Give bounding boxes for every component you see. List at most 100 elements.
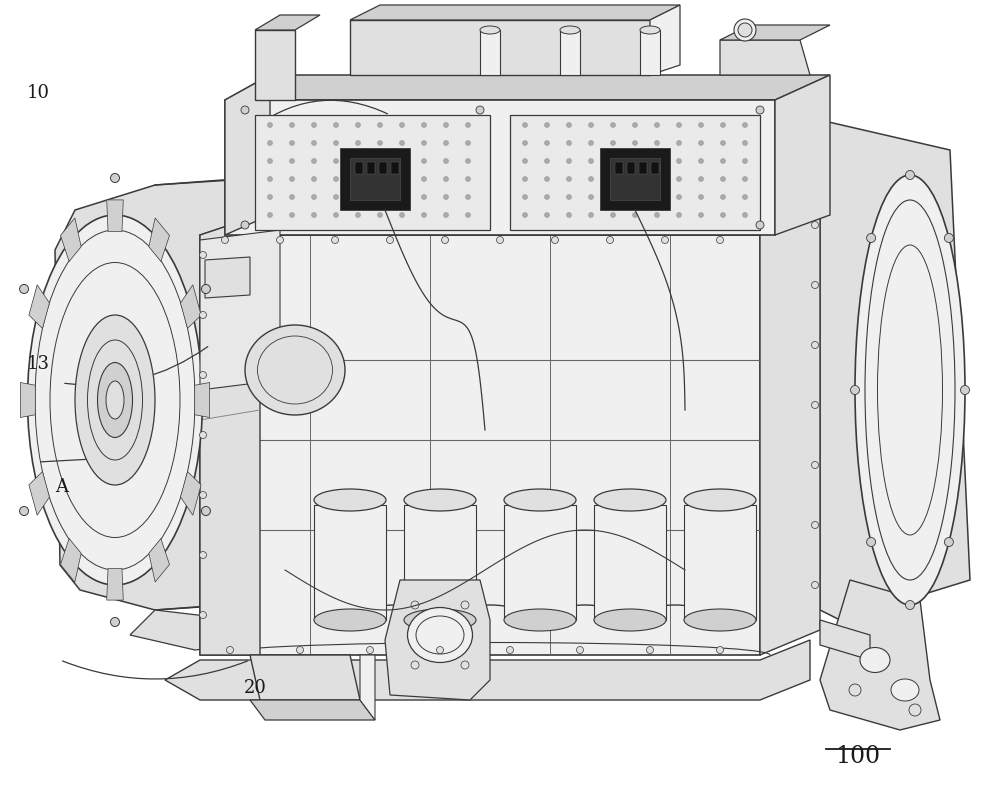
Ellipse shape bbox=[334, 177, 338, 181]
Polygon shape bbox=[200, 230, 280, 390]
Ellipse shape bbox=[588, 195, 594, 199]
Ellipse shape bbox=[640, 26, 660, 34]
Ellipse shape bbox=[654, 195, 660, 199]
Ellipse shape bbox=[944, 233, 953, 243]
Ellipse shape bbox=[588, 158, 594, 163]
Ellipse shape bbox=[594, 609, 666, 631]
Ellipse shape bbox=[676, 177, 682, 181]
Ellipse shape bbox=[756, 221, 764, 229]
Ellipse shape bbox=[98, 362, 132, 437]
Ellipse shape bbox=[698, 195, 704, 199]
Ellipse shape bbox=[544, 195, 550, 199]
Ellipse shape bbox=[676, 195, 682, 199]
Polygon shape bbox=[255, 30, 295, 100]
Ellipse shape bbox=[720, 195, 726, 199]
Ellipse shape bbox=[522, 177, 528, 181]
Ellipse shape bbox=[400, 158, 404, 163]
Text: 20: 20 bbox=[244, 679, 266, 697]
Ellipse shape bbox=[466, 213, 471, 217]
Ellipse shape bbox=[312, 177, 316, 181]
Ellipse shape bbox=[110, 618, 120, 626]
Ellipse shape bbox=[676, 140, 682, 146]
Polygon shape bbox=[360, 655, 375, 720]
Polygon shape bbox=[181, 284, 201, 329]
Polygon shape bbox=[29, 284, 49, 329]
Ellipse shape bbox=[20, 284, 29, 293]
Ellipse shape bbox=[200, 492, 207, 499]
Ellipse shape bbox=[444, 122, 448, 128]
Polygon shape bbox=[350, 158, 400, 200]
Ellipse shape bbox=[960, 385, 970, 395]
Polygon shape bbox=[684, 505, 756, 620]
Ellipse shape bbox=[654, 122, 660, 128]
Ellipse shape bbox=[404, 609, 476, 631]
Ellipse shape bbox=[716, 236, 724, 243]
Ellipse shape bbox=[332, 236, 338, 243]
Ellipse shape bbox=[400, 140, 404, 146]
Polygon shape bbox=[205, 257, 250, 298]
Ellipse shape bbox=[496, 236, 504, 243]
Ellipse shape bbox=[480, 26, 500, 34]
Polygon shape bbox=[55, 175, 310, 610]
Ellipse shape bbox=[290, 195, 294, 199]
Ellipse shape bbox=[698, 158, 704, 163]
Ellipse shape bbox=[200, 432, 207, 438]
Ellipse shape bbox=[444, 177, 448, 181]
Text: 13: 13 bbox=[26, 355, 50, 373]
Ellipse shape bbox=[756, 106, 764, 114]
Ellipse shape bbox=[444, 213, 448, 217]
Polygon shape bbox=[255, 15, 320, 30]
Ellipse shape bbox=[720, 140, 726, 146]
Bar bbox=[379, 162, 387, 174]
Ellipse shape bbox=[444, 140, 448, 146]
Ellipse shape bbox=[334, 213, 338, 217]
Ellipse shape bbox=[698, 177, 704, 181]
Polygon shape bbox=[340, 148, 410, 210]
Polygon shape bbox=[250, 700, 375, 720]
Ellipse shape bbox=[855, 175, 965, 605]
Polygon shape bbox=[29, 471, 49, 515]
Ellipse shape bbox=[356, 122, 360, 128]
Ellipse shape bbox=[411, 601, 419, 609]
Ellipse shape bbox=[906, 600, 914, 609]
Ellipse shape bbox=[544, 177, 550, 181]
Ellipse shape bbox=[909, 704, 921, 716]
Ellipse shape bbox=[633, 140, 638, 146]
Ellipse shape bbox=[566, 122, 572, 128]
Ellipse shape bbox=[742, 195, 748, 199]
Ellipse shape bbox=[378, 213, 382, 217]
Ellipse shape bbox=[742, 213, 748, 217]
Ellipse shape bbox=[734, 19, 756, 41]
Polygon shape bbox=[350, 20, 650, 75]
Ellipse shape bbox=[588, 213, 594, 217]
Ellipse shape bbox=[290, 158, 294, 163]
Ellipse shape bbox=[812, 582, 818, 589]
Bar bbox=[367, 162, 375, 174]
Ellipse shape bbox=[312, 158, 316, 163]
Polygon shape bbox=[480, 30, 500, 75]
Polygon shape bbox=[720, 25, 830, 40]
Ellipse shape bbox=[200, 371, 207, 378]
Ellipse shape bbox=[356, 177, 360, 181]
Ellipse shape bbox=[268, 213, 272, 217]
Ellipse shape bbox=[476, 106, 484, 114]
Polygon shape bbox=[20, 382, 35, 418]
Ellipse shape bbox=[566, 195, 572, 199]
Bar bbox=[615, 162, 623, 174]
Bar bbox=[639, 162, 647, 174]
Ellipse shape bbox=[812, 281, 818, 288]
Ellipse shape bbox=[241, 106, 249, 114]
Ellipse shape bbox=[812, 402, 818, 408]
Ellipse shape bbox=[378, 140, 382, 146]
Ellipse shape bbox=[742, 122, 748, 128]
Ellipse shape bbox=[466, 122, 471, 128]
Text: 10: 10 bbox=[26, 84, 50, 102]
Ellipse shape bbox=[867, 537, 876, 547]
Ellipse shape bbox=[241, 221, 249, 229]
Ellipse shape bbox=[404, 489, 476, 511]
Ellipse shape bbox=[201, 507, 210, 515]
Ellipse shape bbox=[610, 195, 616, 199]
Ellipse shape bbox=[867, 233, 876, 243]
Text: 100: 100 bbox=[835, 745, 881, 768]
Polygon shape bbox=[820, 120, 970, 620]
